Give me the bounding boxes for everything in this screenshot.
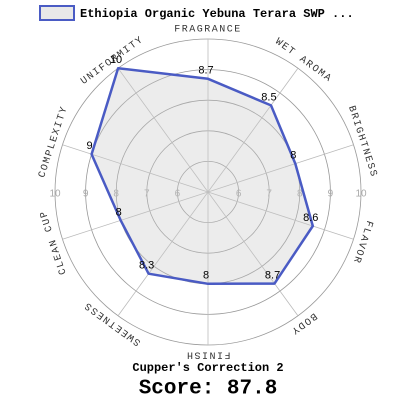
spoke <box>117 67 209 193</box>
spoke <box>207 67 299 193</box>
data-label: 8.5 <box>261 91 276 103</box>
radar-area <box>90 66 315 286</box>
data-label: 8.7 <box>265 270 280 282</box>
legend-label: Ethiopia Organic Yebuna Terara SWP ... <box>80 7 354 21</box>
axis-label: CLEAN CUP <box>38 208 69 276</box>
axis-label: COMPLEXITY <box>37 105 71 180</box>
spoke <box>207 144 354 193</box>
axis-label: BRIGHTNESS <box>345 105 379 180</box>
r-tick-label: 6 <box>175 189 181 200</box>
r-tick-label: 8 <box>113 189 119 200</box>
data-label: 8 <box>116 206 122 218</box>
axis-label: BODY <box>288 310 319 337</box>
spoke <box>62 191 209 240</box>
axis-label: FLAVOR <box>350 219 374 265</box>
r-tick-label: 9 <box>328 189 334 200</box>
r-tick-label: 6 <box>236 189 242 200</box>
axis-label: FINISH <box>185 348 230 359</box>
spoke <box>62 144 209 193</box>
correction-note: Cupper's Correction 2 <box>132 361 283 375</box>
data-label: 8.3 <box>139 260 154 272</box>
legend-swatch <box>39 5 75 21</box>
data-label: 8 <box>203 270 209 282</box>
r-tick-label: 8 <box>297 189 303 200</box>
spoke <box>207 191 354 240</box>
data-label: 9 <box>87 140 93 152</box>
spoke <box>207 191 299 317</box>
data-label: 8 <box>290 150 296 162</box>
r-tick-label: 7 <box>144 189 150 200</box>
spoke <box>117 191 209 317</box>
r-tick-label: 10 <box>49 189 61 200</box>
data-label: 8.6 <box>303 212 318 224</box>
axis-label: WET AROMA <box>273 37 334 86</box>
axis-label: SWEETNESS <box>82 299 143 348</box>
axis-label: FRAGRANCE <box>174 25 242 36</box>
score: Score: 87.8 <box>139 378 278 401</box>
r-tick-label: 10 <box>355 189 367 200</box>
r-tick-label: 7 <box>266 189 272 200</box>
data-label: 10 <box>110 54 122 66</box>
data-label: 8.7 <box>198 65 213 77</box>
r-tick-label: 9 <box>83 189 89 200</box>
